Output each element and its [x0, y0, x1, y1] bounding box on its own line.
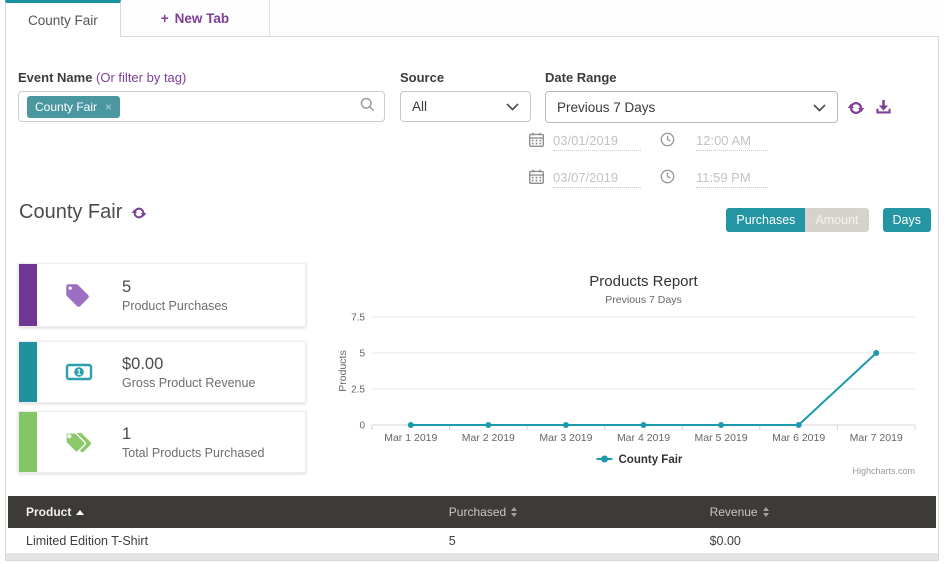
stat-card-gross-revenue: 1 $0.00 Gross Product Revenue: [18, 341, 306, 403]
refresh-icon[interactable]: [131, 205, 147, 221]
start-time-input[interactable]: 12:00 AM: [696, 133, 768, 151]
tags-icon: [64, 429, 94, 456]
column-label: Purchased: [448, 505, 507, 519]
amount-toggle-button[interactable]: Amount: [805, 208, 869, 232]
new-tab-button[interactable]: + New Tab: [121, 0, 271, 36]
column-header-product[interactable]: Product: [8, 505, 449, 519]
table-header-row: Product Purchased Revenue: [8, 496, 936, 528]
tab-label: County Fair: [28, 12, 98, 28]
end-date-input[interactable]: 03/07/2019: [553, 170, 641, 188]
table-row[interactable]: Limited Edition T-Shirt 5 $0.00: [8, 528, 936, 555]
calendar-icon: [528, 168, 545, 190]
svg-text:Products: Products: [337, 350, 349, 391]
plus-icon: +: [160, 10, 169, 26]
svg-text:2.5: 2.5: [351, 385, 365, 396]
sort-both-icon: [511, 507, 518, 517]
calendar-icon: [528, 131, 545, 153]
cell-product: Limited Edition T-Shirt: [26, 534, 149, 548]
refresh-button[interactable]: [847, 99, 865, 122]
event-tag-label: County Fair: [35, 99, 98, 114]
source-label: Source: [400, 70, 445, 85]
cell-revenue: $0.00: [709, 534, 741, 548]
svg-text:5: 5: [359, 349, 365, 360]
stat-value: $0.00: [122, 354, 164, 373]
stat-label: Gross Product Revenue: [122, 375, 256, 390]
start-date-input[interactable]: 03/01/2019: [553, 133, 641, 151]
tag-icon: [64, 282, 94, 309]
horizontal-scrollbar[interactable]: [6, 553, 938, 560]
cell-purchased: 5: [448, 534, 456, 548]
start-datetime-row: 03/01/2019 12:00 AM: [528, 131, 768, 153]
svg-text:Mar 7 2019: Mar 7 2019: [850, 432, 903, 444]
new-tab-label: New Tab: [174, 10, 230, 26]
stat-label: Product Purchases: [122, 298, 228, 313]
column-header-revenue[interactable]: Revenue: [710, 505, 936, 519]
clock-icon: [659, 131, 676, 153]
svg-text:County Fair: County Fair: [619, 454, 683, 466]
card-accent-bar: [19, 264, 37, 326]
tab-bar: County Fair + New Tab: [5, 0, 939, 37]
products-table: Product Purchased Revenue Limited Editio…: [8, 496, 936, 555]
main-panel: Event Name (Or filter by tag) Source Dat…: [5, 36, 939, 561]
svg-text:Mar 6 2019: Mar 6 2019: [772, 432, 825, 444]
sort-both-icon: [762, 507, 769, 517]
svg-text:Mar 1 2019: Mar 1 2019: [384, 432, 437, 444]
svg-text:Mar 2 2019: Mar 2 2019: [462, 432, 515, 444]
stat-label: Total Products Purchased: [122, 445, 265, 460]
end-time-input[interactable]: 11:59 PM: [696, 170, 768, 188]
card-accent-bar: [19, 342, 37, 402]
svg-text:0: 0: [359, 421, 365, 432]
svg-text:1: 1: [77, 368, 82, 377]
source-select[interactable]: All: [400, 91, 531, 122]
svg-text:Mar 5 2019: Mar 5 2019: [695, 432, 748, 444]
chevron-down-icon: [506, 99, 519, 114]
date-range-label: Date Range: [545, 70, 617, 85]
filter-by-tag-link[interactable]: (Or filter by tag): [96, 70, 187, 85]
stat-value: 1: [122, 424, 132, 443]
svg-text:Mar 3 2019: Mar 3 2019: [539, 432, 592, 444]
download-button[interactable]: [874, 98, 893, 122]
date-range-select[interactable]: Previous 7 Days: [545, 91, 838, 123]
stat-card-total-products: 1 Total Products Purchased: [18, 411, 306, 473]
card-accent-bar: [19, 412, 37, 472]
date-range-value: Previous 7 Days: [557, 99, 656, 115]
purchases-toggle-button[interactable]: Purchases: [726, 208, 806, 232]
event-name-input[interactable]: County Fair ×: [18, 91, 385, 122]
stat-value: 5: [122, 277, 132, 296]
column-label: Revenue: [709, 505, 758, 519]
stat-card-product-purchases: 5 Product Purchases: [18, 263, 306, 327]
column-header-purchased[interactable]: Purchased: [449, 505, 710, 519]
svg-text:7.5: 7.5: [351, 313, 365, 324]
svg-text:Mar 4 2019: Mar 4 2019: [617, 432, 670, 444]
clock-icon: [659, 168, 676, 190]
tab-county-fair[interactable]: County Fair: [5, 0, 121, 37]
end-datetime-row: 03/07/2019 11:59 PM: [528, 168, 768, 190]
event-name-label: Event Name (Or filter by tag): [18, 70, 187, 85]
products-report-chart: 0 2.5 5 7.5 Mar 1 2019 Mar 2 2019 Mar 3 2019 Ma…: [335, 266, 940, 481]
svg-text:Products Report: Products Report: [589, 273, 698, 290]
svg-text:Previous 7 Days: Previous 7 Days: [605, 294, 681, 306]
svg-text:Highcharts.com: Highcharts.com: [852, 466, 915, 476]
banknote-icon: 1: [64, 359, 94, 385]
days-toggle-button[interactable]: Days: [882, 208, 931, 232]
sort-ascending-icon: [76, 509, 85, 515]
source-value: All: [412, 99, 428, 114]
chart-canvas: 0 2.5 5 7.5 Mar 1 2019 Mar 2 2019 Mar 3 2019 Ma…: [337, 273, 916, 476]
view-toggle-group: Purchases Amount Days: [726, 208, 931, 232]
chevron-down-icon: [813, 100, 826, 115]
column-label: Product: [26, 505, 72, 519]
search-icon: [359, 96, 376, 118]
remove-tag-icon[interactable]: ×: [105, 99, 113, 114]
event-tag-chip[interactable]: County Fair ×: [27, 95, 121, 118]
page-title: County Fair: [19, 201, 123, 223]
